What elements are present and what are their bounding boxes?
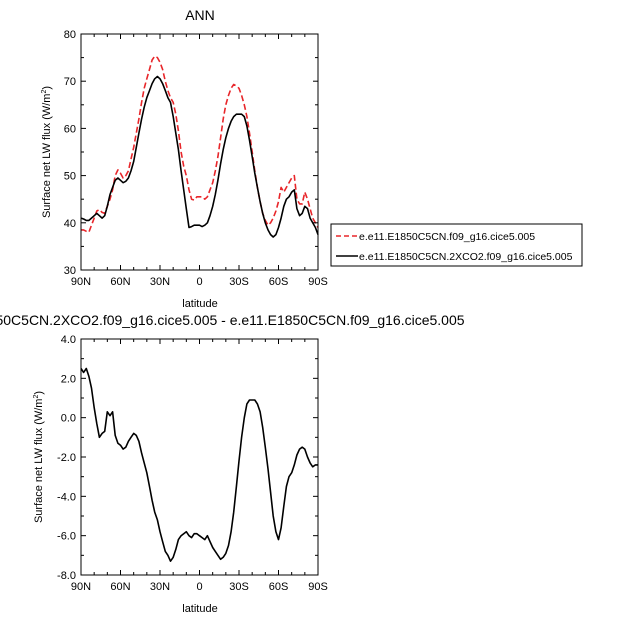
top-x-tick-label: 30S — [229, 276, 249, 288]
bottom-x-tick-label: 90S — [308, 581, 328, 593]
bottom-plot-area: 90N 60N 30N 0 30S 60S 90S -8.0 -6.0 -4.0 -2.0 0.0 2.… — [57, 334, 328, 593]
bottom-y-tick-label: 4.0 — [61, 334, 76, 346]
top-y-axis-label-sup: 2 — [41, 90, 48, 94]
bottom-x-tick-label: 60S — [269, 581, 289, 593]
bottom-x-axis-label: latitude — [182, 603, 217, 615]
top-y-tick-label: 70 — [64, 76, 76, 88]
top-x-tick-label: 90N — [71, 276, 91, 288]
bottom-chart: 50C5CN.2XCO2.f09_g16.cice5.005 - e.e11.E… — [0, 312, 465, 615]
top-x-tick-label: 60N — [110, 276, 130, 288]
top-frame — [80, 33, 319, 271]
top-y-tick-label: 50 — [64, 171, 76, 183]
bottom-y-tick-label: -8.0 — [57, 570, 76, 582]
bottom-x-tick-label: 30N — [150, 581, 170, 593]
legend-label-dashed: e.e11.E1850C5CN.f09_g16.cice5.005 — [359, 231, 535, 243]
bottom-x-tick-label: 60N — [110, 581, 130, 593]
bottom-y-tick-label: -6.0 — [57, 531, 76, 543]
top-x-tick-label: 90S — [308, 276, 328, 288]
top-y-axis-label-end: ) — [41, 86, 53, 90]
top-y-tick-label: 60 — [64, 123, 76, 135]
top-y-tick-label: 30 — [64, 265, 76, 277]
top-y-tick-label: 40 — [64, 218, 76, 230]
top-y-axis-label: Surface net LW flux (W/m2) — [41, 86, 53, 218]
top-series-dashed-line — [81, 55, 319, 233]
bottom-y-axis-label: Surface net LW flux (W/m2) — [33, 391, 45, 523]
top-x-axis-label: latitude — [182, 298, 217, 310]
top-x-tick-label: 0 — [196, 276, 202, 288]
top-chart-title: ANN — [185, 7, 215, 23]
top-plot-area: 90N 60N 30N 0 30S 60S 90S 30 40 50 60 70 80 — [64, 29, 328, 288]
bottom-x-tick-label: 0 — [196, 581, 202, 593]
bottom-y-tick-label: -2.0 — [57, 452, 76, 464]
top-series-solid-line — [80, 75, 319, 238]
top-y-axis-label-base: Surface net LW flux (W/m — [41, 94, 53, 219]
legend-label-solid: e.e11.E1850C5CN.2XCO2.f09_g16.cice5.005 — [359, 251, 573, 263]
legend: e.e11.E1850C5CN.f09_g16.cice5.005 e.e11.… — [330, 223, 583, 267]
bottom-y-tick-label: 2.0 — [61, 373, 76, 385]
bottom-series-solid-line — [80, 367, 318, 563]
top-x-tick-label: 30N — [150, 276, 170, 288]
bottom-chart-title: 50C5CN.2XCO2.f09_g16.cice5.005 - e.e11.E… — [0, 312, 465, 328]
bottom-y-axis-label-base: Surface net LW flux (W/m — [33, 399, 45, 524]
bottom-y-axis-label-end: ) — [33, 391, 45, 395]
bottom-frame — [80, 338, 319, 576]
bottom-x-tick-label: 30S — [229, 581, 249, 593]
top-chart: ANN 90N 60N 30N 0 30S 60S 90S 30 40 50 60 70 80 lati… — [41, 7, 328, 310]
top-y-tick-label: 80 — [64, 29, 76, 41]
top-x-tick-label: 60S — [269, 276, 289, 288]
legend-box — [330, 223, 583, 267]
bottom-y-tick-label: -4.0 — [57, 491, 76, 503]
bottom-y-tick-label: 0.0 — [61, 413, 76, 425]
bottom-x-tick-label: 90N — [71, 581, 91, 593]
bottom-y-axis-label-sup: 2 — [33, 395, 40, 399]
